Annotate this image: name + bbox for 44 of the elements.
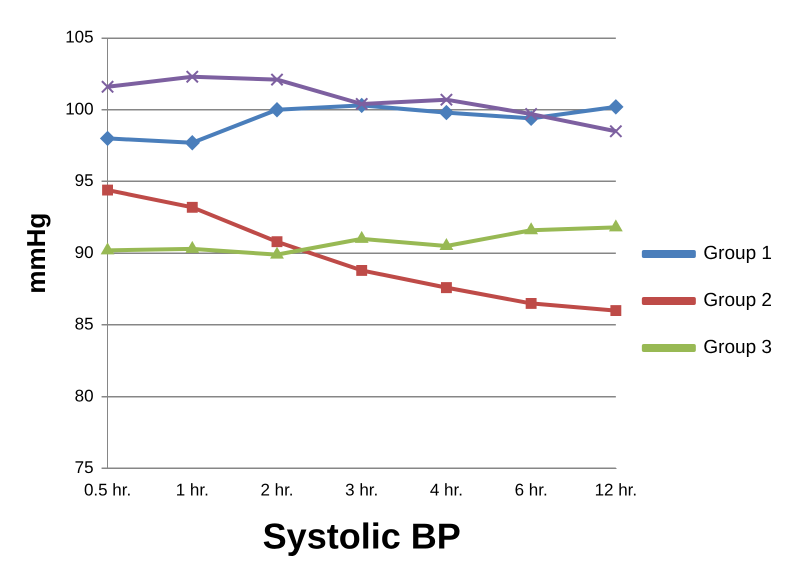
point [438, 105, 454, 120]
point [100, 80, 114, 94]
point [184, 135, 200, 150]
point [270, 72, 284, 86]
y-tick-label: 105 [65, 28, 94, 47]
x-axis-title: Systolic BP [262, 515, 461, 556]
point [270, 247, 284, 259]
y-tick-label: 90 [74, 242, 94, 262]
x-tick-label: 3 hr. [345, 480, 378, 500]
y-tick-label: 85 [74, 314, 94, 334]
x-tick-label: 12 hr. [594, 480, 638, 500]
y-tick-label: 100 [65, 99, 94, 118]
point [186, 70, 199, 84]
x-tick-label: 0.5 hr. [84, 480, 132, 500]
legend-label: Group 2 [703, 290, 772, 312]
point [102, 184, 114, 196]
x-tick-label: 1 hr. [176, 480, 209, 500]
point [608, 99, 624, 114]
point [609, 220, 622, 232]
point [610, 305, 622, 316]
x-tick-label: 4 hr. [430, 480, 463, 500]
x-tick-label: 6 hr. [514, 480, 548, 500]
y-tick-label: 75 [74, 458, 94, 478]
point [440, 238, 453, 250]
point [101, 242, 114, 254]
point [186, 241, 199, 253]
point [272, 236, 282, 248]
point [186, 202, 198, 213]
point [524, 107, 538, 121]
point [524, 222, 538, 234]
y-axis-title: mmHg [20, 212, 51, 294]
point [609, 124, 623, 138]
y-tick-label: 80 [74, 386, 94, 406]
legend-label: Group 1 [703, 243, 772, 264]
point [526, 298, 537, 309]
point [440, 282, 452, 294]
x-tick-label: 2 hr. [260, 480, 294, 500]
point [356, 264, 368, 276]
point [269, 102, 284, 118]
legend-label: Group 3 [703, 337, 772, 358]
point [440, 93, 454, 106]
y-tick-label: 95 [74, 171, 94, 190]
point [355, 231, 368, 243]
point [100, 130, 116, 146]
